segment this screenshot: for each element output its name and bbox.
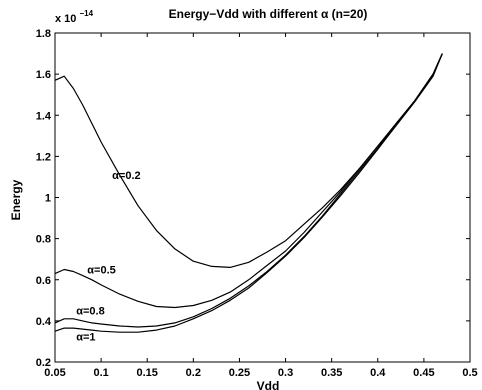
x-tick-label: 0.05 <box>44 367 65 379</box>
y-tick-label: 1.4 <box>36 110 52 122</box>
x-tick-label: 0.5 <box>462 367 477 379</box>
series-annotation-1: α=0.2 <box>112 170 140 182</box>
y-tick-label: 0.4 <box>36 316 52 328</box>
y-tick-label: 1 <box>45 193 51 205</box>
x-tick-label: 0.2 <box>186 367 201 379</box>
series-annotation-3: α=0.8 <box>76 306 104 318</box>
series-line-1 <box>54 53 443 268</box>
y-axis-label: Energy <box>9 179 23 220</box>
x-tick-label: 0.3 <box>278 367 293 379</box>
y-tick-label: 1.6 <box>36 69 51 81</box>
chart-title: Energy−Vdd with different α (n=20) <box>169 7 368 21</box>
series-annotation-4: α=1 <box>76 331 95 343</box>
y-scale-exponent: −14 <box>79 9 93 18</box>
y-tick-label: 1.2 <box>36 151 51 163</box>
x-tick-label: 0.45 <box>413 367 434 379</box>
series-line-4 <box>54 53 443 333</box>
x-tick-label: 0.4 <box>370 367 386 379</box>
series-annotation-2: α=0.5 <box>87 265 115 277</box>
x-axis-label: Vdd <box>257 379 280 390</box>
x-tick-label: 0.1 <box>93 367 108 379</box>
y-tick-label: 0.2 <box>36 357 51 369</box>
y-scale-factor: x 10 −14 <box>55 9 94 25</box>
series-line-2 <box>54 53 443 309</box>
plot-area: 0.05 0.1 0.15 0.2 0.25 0.3 0.35 0.4 0.45 0.5 0.2 0.… <box>36 28 478 379</box>
x-tick-label: 0.35 <box>321 367 342 379</box>
plot-frame <box>54 32 471 363</box>
y-tick-label: 0.8 <box>36 234 51 246</box>
x-tick-label: 0.15 <box>137 367 158 379</box>
x-tick-label: 0.25 <box>229 367 250 379</box>
y-scale-base: x 10 <box>55 13 76 25</box>
y-tick-label: 0.6 <box>36 275 51 287</box>
series-line-3 <box>54 53 443 328</box>
y-tick-label: 1.8 <box>36 28 51 40</box>
